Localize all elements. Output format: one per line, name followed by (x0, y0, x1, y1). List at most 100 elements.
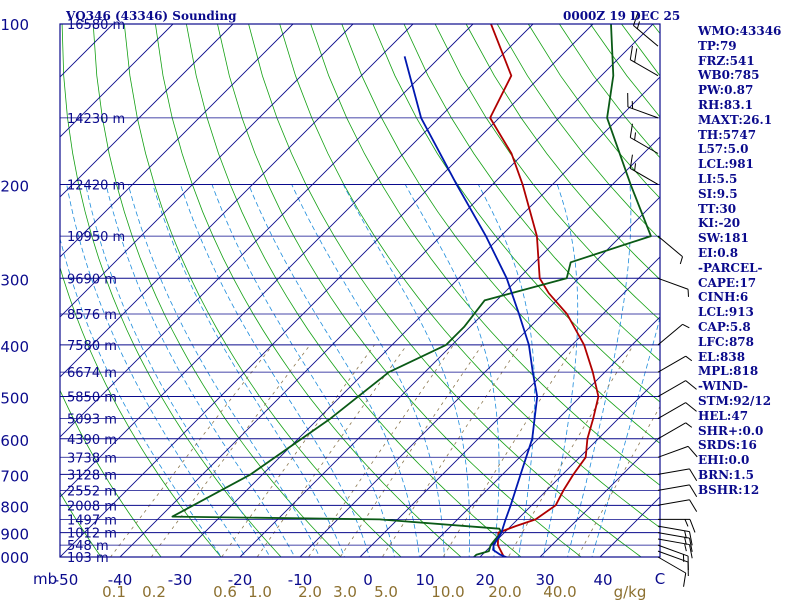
wind-barb (657, 532, 693, 552)
wind-barb (633, 12, 659, 47)
dry-adiabat (465, 24, 660, 281)
isotherm (419, 316, 660, 557)
height-label: 1012 m (67, 527, 117, 542)
index-item: CAPE:17 (698, 275, 757, 290)
wind-barb (657, 445, 698, 458)
dry-adiabat (60, 491, 102, 557)
barb-flag (687, 446, 698, 458)
isotherm (60, 24, 234, 198)
dry-adiabat (403, 24, 660, 362)
mixing-ratio-label: 0.1 (102, 583, 126, 600)
barb-shaft (657, 380, 686, 398)
dry-adiabat (217, 24, 582, 557)
moist-adiabat (404, 184, 500, 557)
pressure-tick-label: 1000 (0, 549, 29, 567)
temperature-tick-label: 0 (363, 571, 373, 589)
barb-shaft (657, 445, 689, 458)
index-item: SRDS:16 (698, 438, 757, 453)
barb-shaft (657, 538, 690, 546)
index-item: STM:92/12 (698, 393, 772, 408)
index-item: EL:838 (698, 349, 746, 364)
index-item: SHR+:0.0 (698, 423, 764, 438)
index-item: SW:181 (698, 231, 749, 246)
barb-flag (689, 531, 693, 546)
index-item: WMO:43346 (698, 24, 782, 38)
temperature-tick-label: 30 (535, 571, 554, 589)
index-item: CINH:6 (698, 290, 749, 305)
index-item: LFC:878 (698, 334, 754, 349)
index-list: WMO:43346 TP:79 FRZ:541 WB0:785 PW:0.87 RH:83… (698, 24, 781, 498)
wind-barb (657, 484, 698, 498)
barb-shaft (657, 550, 689, 563)
index-item: -WIND- (698, 379, 748, 394)
moist-adiabat (591, 316, 660, 557)
index-item: TH:5747 (698, 127, 757, 142)
barb-shaft (657, 422, 686, 440)
index-item: HEL:47 (698, 408, 749, 423)
height-label: 4390 m (67, 433, 117, 448)
isotherm (119, 24, 654, 557)
mixing-ratio-label: 10.0 (431, 583, 464, 600)
moist-adiabat (542, 184, 579, 557)
barb-flag (629, 45, 633, 60)
barb-flag (689, 538, 693, 552)
height-label: 5093 m (67, 413, 117, 428)
index-item: BRN:1.5 (698, 467, 754, 482)
temperature-tick-label: -40 (108, 571, 133, 589)
temperature-tick-label: -50 (54, 571, 79, 589)
isotherm (60, 24, 594, 557)
index-item: KI:-20 (698, 216, 741, 231)
barb-half-flag (687, 289, 689, 297)
dry-adiabat (341, 24, 660, 444)
height-label: 16580 m (67, 18, 125, 33)
dry-adiabat (186, 24, 522, 557)
index-item: EHI:0.0 (698, 453, 750, 468)
wind-barb (657, 544, 689, 570)
wind-barb (657, 277, 689, 297)
wind-barb (657, 402, 697, 420)
barb-shaft (657, 484, 690, 491)
dry-adiabat (92, 24, 342, 557)
mixing-ratio-label: 5.0 (374, 583, 398, 600)
barb-shaft (657, 402, 686, 420)
wind-barb (657, 499, 698, 512)
barb-flag (685, 402, 697, 412)
barb-half-flag (631, 101, 634, 109)
index-item: RH:83.1 (698, 97, 753, 112)
barb-shaft (657, 532, 690, 539)
pressure-tick-label: 300 (0, 271, 29, 289)
index-item: CAP:5.8 (698, 319, 751, 334)
barb-flag (629, 123, 633, 138)
pressure-tick-label: 400 (0, 338, 29, 356)
wind-barb (657, 538, 693, 559)
valid-time: 0000Z 19 DEC 25 (563, 9, 681, 23)
plot-frame (59, 23, 661, 558)
mixing-ratio-line (577, 405, 660, 557)
isotherm (60, 24, 414, 378)
dry-adiabat (279, 24, 660, 529)
mixing-ratio-line (507, 344, 634, 557)
barb-shaft (657, 277, 689, 290)
height-label: 1497 m (67, 513, 117, 528)
barb-shaft (657, 499, 690, 506)
mixing-ratio-line (109, 344, 274, 557)
barb-half-flag (684, 519, 689, 527)
height-label: 8576 m (67, 308, 117, 323)
pressure-tick-label: 700 (0, 467, 29, 485)
index-item: TT:30 (698, 201, 737, 216)
moist-adiabat (152, 184, 345, 557)
height-label: 10950 m (67, 230, 125, 245)
index-item: SI:9.5 (698, 186, 738, 201)
temperature-unit-label: C (655, 570, 665, 588)
barb-flag (685, 380, 697, 390)
height-label: 2008 m (67, 499, 117, 514)
chart-title: VQ346 (43346) Sounding (66, 9, 237, 23)
mixing-ratio-line (339, 344, 483, 557)
moist-adiabat (567, 184, 632, 557)
barb-shaft (657, 556, 686, 574)
barb-flag (689, 468, 698, 482)
wind-barb (657, 380, 697, 398)
plot-area (60, 24, 660, 557)
dry-adiabat (155, 24, 462, 557)
